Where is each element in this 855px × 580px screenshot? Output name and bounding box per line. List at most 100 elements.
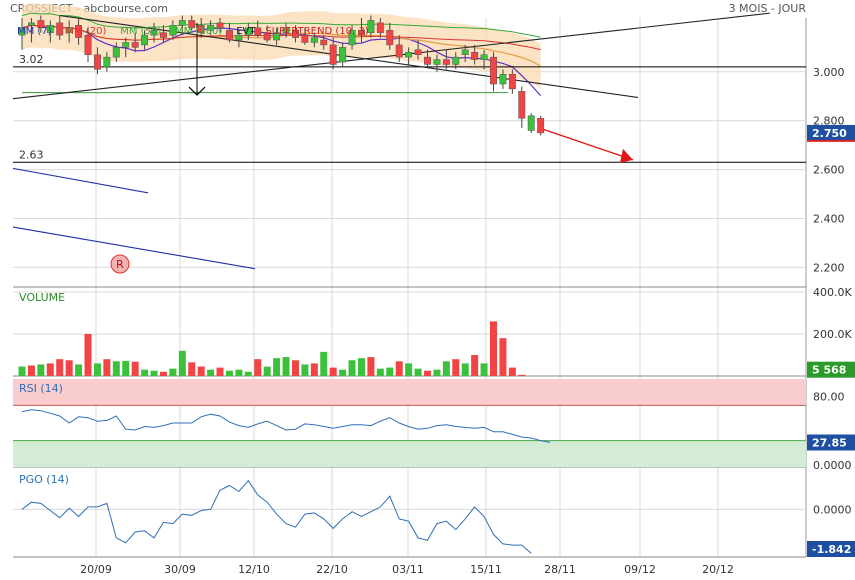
axes: 3.000 2.800 2.600 2.400 2.200 2.750 400.0K 200.… bbox=[80, 66, 855, 576]
x-tick-label: 15/11 bbox=[470, 563, 502, 576]
indicator-legend-label: EVT bbox=[236, 26, 256, 37]
candle-body bbox=[301, 34, 309, 43]
r-marker-icon bbox=[110, 254, 130, 274]
candle-body bbox=[461, 49, 469, 55]
volume-bar bbox=[197, 366, 205, 376]
volume-bar bbox=[216, 367, 224, 376]
candle-body bbox=[433, 59, 441, 65]
rsi-title: RSI (14) bbox=[19, 382, 63, 395]
candle-body bbox=[273, 32, 281, 41]
volume-bar bbox=[84, 334, 92, 376]
candle-body bbox=[37, 20, 45, 29]
candle-body bbox=[376, 22, 384, 33]
x-tick-label: 22/10 bbox=[316, 563, 348, 576]
candle-body bbox=[348, 29, 356, 46]
candle-body bbox=[56, 22, 64, 36]
last-price-value: 2.750 bbox=[812, 127, 847, 140]
volume-bar bbox=[150, 370, 158, 376]
rsi-overbought-zone bbox=[13, 379, 806, 406]
indicator-legend-label: MM (100) bbox=[175, 26, 222, 37]
candle-body bbox=[197, 25, 205, 33]
rsi-oversold-zone bbox=[13, 440, 806, 467]
candle-body bbox=[442, 59, 450, 65]
candle-body bbox=[424, 56, 431, 65]
candle-body bbox=[339, 47, 347, 63]
candle-body bbox=[358, 29, 365, 36]
volume-bar bbox=[103, 359, 111, 376]
candle-body bbox=[527, 115, 535, 131]
volume-bar bbox=[178, 350, 186, 376]
pgo-panel: PGO (14) bbox=[19, 473, 532, 554]
x-tick-label: 12/10 bbox=[238, 563, 270, 576]
volume-tick-label: 200.0K bbox=[813, 328, 852, 341]
x-tick-label: 28/11 bbox=[544, 563, 576, 576]
volume-bar bbox=[159, 371, 167, 376]
candle-body bbox=[310, 37, 318, 43]
volume-bar bbox=[282, 357, 290, 376]
candle-body bbox=[188, 20, 196, 29]
rsi-line bbox=[21, 409, 551, 443]
x-tick-label: 03/11 bbox=[392, 563, 424, 576]
volume-bar bbox=[254, 359, 262, 376]
pgo-last-box bbox=[807, 541, 855, 557]
envelope-band bbox=[22, 3, 541, 89]
candle-body bbox=[490, 56, 497, 85]
last-volume-box bbox=[807, 361, 855, 378]
volume-bar bbox=[480, 363, 488, 376]
candle-body bbox=[65, 27, 73, 33]
price-tick-label: 3.000 bbox=[813, 66, 845, 79]
candle-body bbox=[27, 22, 35, 26]
candle-body bbox=[46, 25, 54, 33]
projection-arrow-line bbox=[542, 128, 634, 161]
volume-bar bbox=[433, 369, 441, 376]
volume-bar bbox=[367, 357, 375, 376]
candle-body bbox=[122, 42, 130, 48]
falling-trendline bbox=[59, 15, 639, 99]
volume-bar bbox=[357, 358, 365, 376]
rsi-last-box bbox=[807, 434, 855, 451]
volume-bar bbox=[518, 374, 526, 376]
pgo-line bbox=[21, 479, 532, 554]
volume-bar bbox=[207, 369, 215, 376]
volume-bar bbox=[339, 369, 347, 376]
blue-trendline-upper bbox=[12, 167, 149, 194]
candle-body bbox=[367, 20, 375, 33]
indicator-legend-label: MM (20) bbox=[65, 26, 106, 37]
price-panel: 3.02 2.63 MM (7) MM (20) MM (50) MM (100) EVT S… bbox=[12, 3, 806, 274]
volume-bar bbox=[141, 369, 149, 376]
x-tick-label: 20/09 bbox=[80, 563, 112, 576]
candle-body bbox=[216, 22, 224, 29]
candle-body bbox=[254, 27, 262, 36]
volume-bar bbox=[46, 363, 54, 376]
x-tick-label: 20/12 bbox=[702, 563, 734, 576]
support-level-label: 3.02 bbox=[19, 53, 44, 66]
volume-bar bbox=[235, 369, 243, 376]
last-price-box bbox=[807, 124, 855, 141]
volume-bar bbox=[395, 361, 403, 376]
candle-body bbox=[75, 25, 83, 38]
volume-bar bbox=[452, 359, 460, 376]
candle-body bbox=[207, 25, 215, 31]
indicator-legend-label: SUPERTREND (10, 3) bbox=[265, 26, 368, 37]
candle-body bbox=[178, 20, 186, 26]
volume-bar bbox=[18, 366, 26, 376]
price-tick-label: 2.800 bbox=[813, 115, 845, 128]
volume-title: VOLUME bbox=[19, 291, 65, 304]
ma50-line bbox=[21, 24, 541, 51]
candle-body bbox=[329, 44, 337, 65]
rising-trendline bbox=[12, 12, 771, 100]
volume-bar bbox=[169, 368, 177, 376]
volume-bar bbox=[188, 362, 196, 376]
volume-bar bbox=[329, 367, 337, 376]
volume-tick-label: 400.0K bbox=[813, 286, 852, 299]
price-tick-label: 2.600 bbox=[813, 164, 845, 177]
x-tick-label: 30/09 bbox=[164, 563, 196, 576]
rsi-panel: RSI (14) bbox=[13, 379, 806, 467]
ma100-line bbox=[21, 12, 541, 38]
pgo-tick-label: 0.0000 bbox=[813, 503, 852, 516]
indicator-legend-label: MM (50) bbox=[120, 26, 161, 37]
candle-body bbox=[320, 39, 328, 46]
volume-bar bbox=[348, 360, 356, 376]
candle-body bbox=[150, 29, 158, 36]
